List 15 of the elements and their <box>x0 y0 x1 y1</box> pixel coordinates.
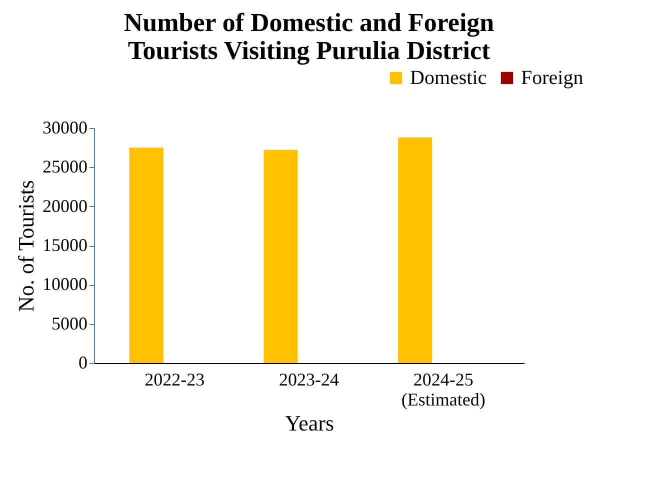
y-tick-label: 0 <box>78 352 88 372</box>
legend-label: Foreign <box>521 67 584 89</box>
y-tick-label: 10000 <box>42 274 88 294</box>
y-tick-label: 20000 <box>42 196 88 216</box>
x-tick-label: 2022-23 <box>144 370 205 390</box>
y-tick-label: 30000 <box>42 118 88 138</box>
chart-title: Number of Domestic and Foreign Tourists Visiting Purulia District <box>124 8 495 65</box>
x-axis-title: Years <box>284 410 334 436</box>
y-tick-label: 5000 <box>52 313 88 334</box>
y-tick-label: 15000 <box>42 235 88 255</box>
legend-label: Domestic <box>410 67 487 89</box>
x-tick-label: 2023-24 <box>279 370 339 390</box>
x-tick-label: 2024-25 (Estimated) <box>401 370 486 410</box>
y-axis-title: No. of Tourists <box>14 180 38 312</box>
y-tick-label: 25000 <box>42 156 88 177</box>
